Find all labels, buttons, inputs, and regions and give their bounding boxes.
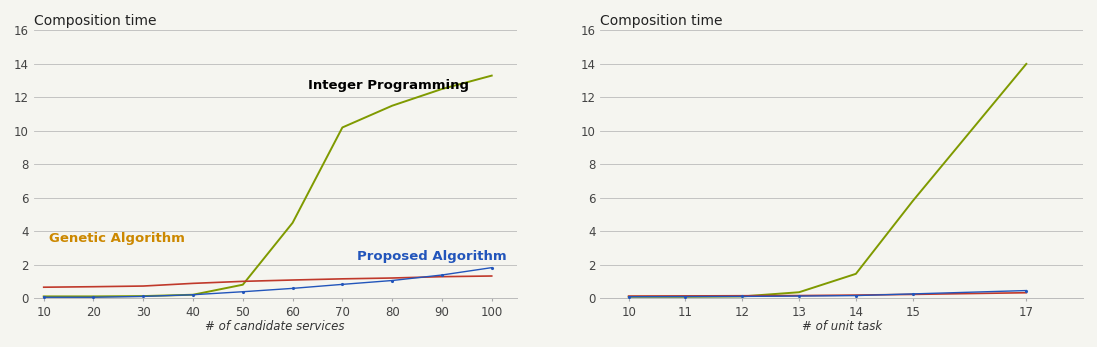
Text: Composition time: Composition time	[600, 14, 723, 28]
X-axis label: # of candidate services: # of candidate services	[205, 320, 344, 333]
Text: Integer Programming: Integer Programming	[307, 79, 468, 92]
Text: Genetic Algorithm: Genetic Algorithm	[48, 232, 184, 245]
Text: Proposed Algorithm: Proposed Algorithm	[358, 249, 507, 263]
X-axis label: # of unit task: # of unit task	[802, 320, 882, 333]
Text: Composition time: Composition time	[34, 14, 156, 28]
